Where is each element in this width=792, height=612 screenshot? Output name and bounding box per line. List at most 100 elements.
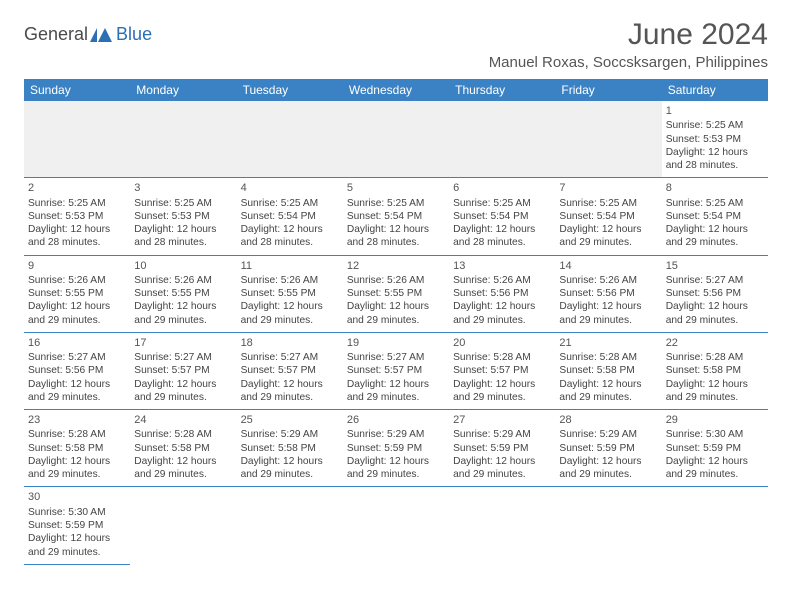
sunrise-line: Sunrise: 5:26 AM [559,274,657,287]
daylight-line: Daylight: 12 hours and 29 minutes. [559,378,657,405]
header: General Blue June 2024 Manuel Roxas, Soc… [24,18,768,71]
calendar-day-cell: 14Sunrise: 5:26 AMSunset: 5:56 PMDayligh… [555,255,661,332]
calendar-day-cell: 28Sunrise: 5:29 AMSunset: 5:59 PMDayligh… [555,410,661,487]
sunset-line: Sunset: 5:54 PM [453,210,551,223]
calendar-header-row: SundayMondayTuesdayWednesdayThursdayFrid… [24,79,768,101]
day-number: 9 [28,259,126,273]
day-number: 5 [347,181,445,195]
sunset-line: Sunset: 5:57 PM [134,364,232,377]
calendar-day-cell [449,101,555,178]
sunrise-line: Sunrise: 5:28 AM [134,428,232,441]
calendar-day-cell: 8Sunrise: 5:25 AMSunset: 5:54 PMDaylight… [662,178,768,255]
calendar-day-cell [662,487,768,564]
calendar-day-cell: 29Sunrise: 5:30 AMSunset: 5:59 PMDayligh… [662,410,768,487]
sunrise-line: Sunrise: 5:26 AM [453,274,551,287]
calendar-day-cell: 13Sunrise: 5:26 AMSunset: 5:56 PMDayligh… [449,255,555,332]
calendar-day-cell: 23Sunrise: 5:28 AMSunset: 5:58 PMDayligh… [24,410,130,487]
calendar-day-cell: 4Sunrise: 5:25 AMSunset: 5:54 PMDaylight… [237,178,343,255]
day-number: 21 [559,336,657,350]
calendar-week-row: 9Sunrise: 5:26 AMSunset: 5:55 PMDaylight… [24,255,768,332]
day-number: 17 [134,336,232,350]
sunrise-line: Sunrise: 5:29 AM [241,428,339,441]
sunrise-line: Sunrise: 5:29 AM [347,428,445,441]
calendar-day-cell [130,487,236,564]
calendar-day-cell: 11Sunrise: 5:26 AMSunset: 5:55 PMDayligh… [237,255,343,332]
calendar-day-cell: 22Sunrise: 5:28 AMSunset: 5:58 PMDayligh… [662,332,768,409]
sunrise-line: Sunrise: 5:27 AM [134,351,232,364]
weekday-header: Wednesday [343,79,449,101]
sunrise-line: Sunrise: 5:28 AM [666,351,764,364]
calendar-day-cell: 5Sunrise: 5:25 AMSunset: 5:54 PMDaylight… [343,178,449,255]
daylight-line: Daylight: 12 hours and 29 minutes. [666,455,764,482]
day-number: 18 [241,336,339,350]
calendar-day-cell: 3Sunrise: 5:25 AMSunset: 5:53 PMDaylight… [130,178,236,255]
brand-text-1: General [24,24,88,45]
sunrise-line: Sunrise: 5:25 AM [453,197,551,210]
day-number: 16 [28,336,126,350]
calendar-day-cell [449,487,555,564]
sunrise-line: Sunrise: 5:26 AM [28,274,126,287]
sunset-line: Sunset: 5:58 PM [559,364,657,377]
sunrise-line: Sunrise: 5:25 AM [241,197,339,210]
sunset-line: Sunset: 5:59 PM [347,442,445,455]
day-number: 11 [241,259,339,273]
sunset-line: Sunset: 5:59 PM [28,519,126,532]
calendar-day-cell: 7Sunrise: 5:25 AMSunset: 5:54 PMDaylight… [555,178,661,255]
sunset-line: Sunset: 5:57 PM [347,364,445,377]
daylight-line: Daylight: 12 hours and 29 minutes. [28,455,126,482]
day-number: 7 [559,181,657,195]
calendar-day-cell: 12Sunrise: 5:26 AMSunset: 5:55 PMDayligh… [343,255,449,332]
daylight-line: Daylight: 12 hours and 29 minutes. [28,532,126,559]
calendar-week-row: 1Sunrise: 5:25 AMSunset: 5:53 PMDaylight… [24,101,768,178]
calendar-day-cell: 24Sunrise: 5:28 AMSunset: 5:58 PMDayligh… [130,410,236,487]
sunset-line: Sunset: 5:58 PM [134,442,232,455]
day-number: 28 [559,413,657,427]
sunset-line: Sunset: 5:55 PM [134,287,232,300]
calendar-day-cell [237,487,343,564]
day-number: 10 [134,259,232,273]
day-number: 22 [666,336,764,350]
weekday-header: Sunday [24,79,130,101]
day-number: 6 [453,181,551,195]
calendar-day-cell [343,101,449,178]
calendar-day-cell: 17Sunrise: 5:27 AMSunset: 5:57 PMDayligh… [130,332,236,409]
sunrise-line: Sunrise: 5:30 AM [28,506,126,519]
sunset-line: Sunset: 5:55 PM [347,287,445,300]
sunrise-line: Sunrise: 5:28 AM [453,351,551,364]
sunset-line: Sunset: 5:54 PM [559,210,657,223]
daylight-line: Daylight: 12 hours and 29 minutes. [241,455,339,482]
calendar-day-cell: 2Sunrise: 5:25 AMSunset: 5:53 PMDaylight… [24,178,130,255]
sunrise-line: Sunrise: 5:26 AM [241,274,339,287]
brand-logo: General Blue [24,18,152,45]
sunset-line: Sunset: 5:56 PM [559,287,657,300]
brand-text-2: Blue [116,24,152,45]
sunset-line: Sunset: 5:59 PM [559,442,657,455]
calendar-day-cell [24,101,130,178]
sunset-line: Sunset: 5:56 PM [666,287,764,300]
calendar-day-cell: 15Sunrise: 5:27 AMSunset: 5:56 PMDayligh… [662,255,768,332]
day-number: 27 [453,413,551,427]
weekday-header: Friday [555,79,661,101]
calendar-day-cell [130,101,236,178]
sunrise-line: Sunrise: 5:29 AM [559,428,657,441]
daylight-line: Daylight: 12 hours and 29 minutes. [134,300,232,327]
weekday-header: Saturday [662,79,768,101]
sunset-line: Sunset: 5:54 PM [241,210,339,223]
sunset-line: Sunset: 5:53 PM [134,210,232,223]
day-number: 19 [347,336,445,350]
daylight-line: Daylight: 12 hours and 29 minutes. [28,300,126,327]
sunset-line: Sunset: 5:57 PM [453,364,551,377]
daylight-line: Daylight: 12 hours and 29 minutes. [453,455,551,482]
sunrise-line: Sunrise: 5:27 AM [666,274,764,287]
calendar-day-cell: 9Sunrise: 5:26 AMSunset: 5:55 PMDaylight… [24,255,130,332]
calendar-day-cell: 26Sunrise: 5:29 AMSunset: 5:59 PMDayligh… [343,410,449,487]
daylight-line: Daylight: 12 hours and 29 minutes. [134,455,232,482]
daylight-line: Daylight: 12 hours and 29 minutes. [241,300,339,327]
day-number: 24 [134,413,232,427]
day-number: 30 [28,490,126,504]
daylight-line: Daylight: 12 hours and 29 minutes. [666,300,764,327]
sunset-line: Sunset: 5:58 PM [28,442,126,455]
calendar-day-cell: 27Sunrise: 5:29 AMSunset: 5:59 PMDayligh… [449,410,555,487]
calendar-week-row: 16Sunrise: 5:27 AMSunset: 5:56 PMDayligh… [24,332,768,409]
daylight-line: Daylight: 12 hours and 29 minutes. [559,455,657,482]
